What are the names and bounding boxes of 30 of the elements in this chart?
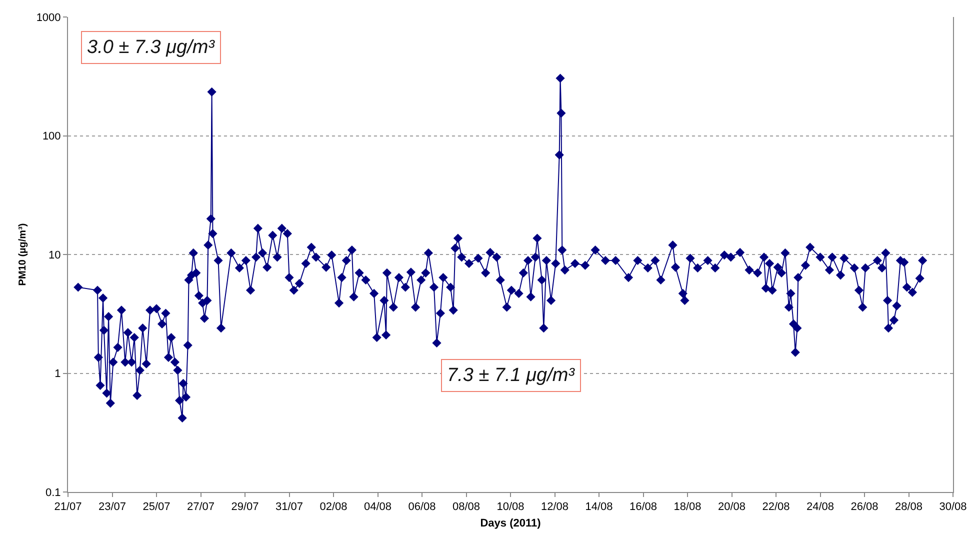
x-tick-label: 12/08 [540,501,569,514]
x-tick-label: 20/08 [718,501,746,514]
x-tick-label: 27/07 [186,501,215,514]
annotation: 3.0 ± 7.3 μg/m³ [87,37,216,58]
y-axis-title: PM10 (µg/m³) [17,223,28,286]
x-tick-label: 31/07 [275,501,304,514]
y-tick-label: 10 [48,249,61,262]
y-tick-label: 100 [42,130,61,143]
x-tick-label: 10/08 [496,501,524,514]
x-tick-label: 22/08 [762,501,790,514]
x-tick-label: 06/08 [408,501,436,514]
x-axis-title: Days (2011) [480,517,542,530]
x-tick-label: 26/08 [850,501,878,514]
x-tick-label: 14/08 [585,501,613,514]
x-tick-label: 25/07 [142,501,170,514]
annotation: 7.3 ± 7.1 μg/m³ [447,365,576,386]
x-tick-label: 30/08 [939,501,967,514]
x-tick-label: 02/08 [320,501,348,514]
x-tick-label: 29/07 [231,501,259,514]
x-tick-label: 18/08 [674,501,702,514]
y-tick-label: 1 [54,368,61,380]
x-tick-label: 24/08 [806,501,834,514]
y-tick-label: 1000 [36,12,61,24]
x-tick-label: 16/08 [629,501,658,514]
x-tick-label: 21/07 [54,501,82,514]
x-tick-label: 28/08 [894,501,923,514]
x-tick-label: 23/07 [98,501,126,514]
x-tick-label: 08/08 [452,501,480,514]
y-tick-label: 0.1 [46,486,61,499]
x-tick-label: 04/08 [364,501,392,514]
